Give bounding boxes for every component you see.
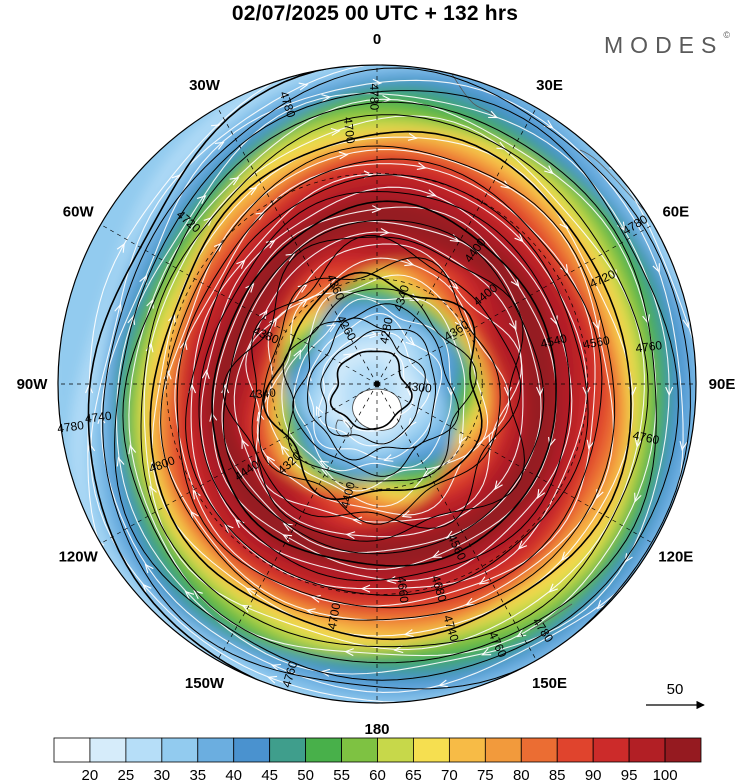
contour-label: 4760 xyxy=(632,428,661,447)
contour-label: 4740 xyxy=(84,409,113,426)
colorbar-swatch xyxy=(53,737,91,763)
colorbar-swatch xyxy=(556,737,594,763)
colorbar-swatch xyxy=(89,737,127,763)
colorbar-tick-label: 45 xyxy=(261,767,278,782)
longitude-label: 180 xyxy=(364,721,389,738)
wind-speed-field xyxy=(58,65,696,703)
brand-name: MODES xyxy=(604,32,724,58)
contour-label: 4540 xyxy=(539,331,569,351)
contour-label: 4300 xyxy=(404,379,432,396)
contour-label: 4780 xyxy=(367,83,381,110)
contour-label: 4700 xyxy=(341,116,358,144)
contour-label: 4760 xyxy=(635,338,664,355)
colorbar-tick-label: 85 xyxy=(549,767,566,782)
colorbar-swatch xyxy=(377,737,414,763)
longitude-labels: 0 30E 60E 90E 120E 150E 180 150W 120W 90W 60W 30W xyxy=(17,31,736,738)
colorbar-swatch xyxy=(592,737,630,763)
colorbar-swatch xyxy=(197,737,235,763)
contour-label: 4340 xyxy=(249,385,277,401)
longitude-label: 150W xyxy=(185,675,225,692)
colorbar-tick-label: 80 xyxy=(513,767,530,782)
colorbar-swatch xyxy=(448,737,486,763)
map-boundary xyxy=(57,64,697,704)
colorbar-swatch xyxy=(125,737,163,763)
colorbar-swatch xyxy=(628,737,666,763)
colorbar-swatch xyxy=(233,737,271,763)
colorbar-tick-label: 70 xyxy=(441,767,458,782)
colorbar-tick-label: 75 xyxy=(477,767,494,782)
wind-reference-vector: 50 xyxy=(646,681,705,710)
colorbar-swatch xyxy=(413,737,450,763)
south-pole-marker xyxy=(374,381,380,387)
brand-mark: © xyxy=(723,30,730,40)
colorbar-tick-label: 55 xyxy=(333,767,350,782)
colorbar-swatch xyxy=(269,737,307,763)
colorbar-tick-label: 100 xyxy=(653,767,678,782)
colorbar-swatch xyxy=(664,737,702,763)
longitude-label: 120W xyxy=(59,549,99,566)
contour-label: 4400 xyxy=(338,480,358,510)
contour-label: 4560 xyxy=(582,333,611,352)
wind-reference-label: 50 xyxy=(667,681,684,698)
colorbar-tick-label: 35 xyxy=(189,767,206,782)
contour-label: 4780 xyxy=(56,418,85,436)
graticule xyxy=(58,65,696,703)
colorbar-tick-label: 20 xyxy=(82,767,99,782)
longitude-label: 120E xyxy=(658,549,693,566)
longitude-label: 60W xyxy=(63,204,95,221)
colorbar-swatch xyxy=(484,737,522,763)
colorbar-tick-label: 40 xyxy=(225,767,242,782)
longitude-label: 150E xyxy=(532,675,567,692)
colorbar-swatch xyxy=(305,737,342,763)
page-title: 02/07/2025 00 UTC + 132 hrs xyxy=(231,2,519,25)
brand-logo: MODES© xyxy=(604,30,730,59)
longitude-label: 60E xyxy=(662,204,689,221)
colorbar-tick-label: 95 xyxy=(621,767,638,782)
colorbar-tick-label: 65 xyxy=(405,767,422,782)
height-contours xyxy=(87,65,696,703)
colorbar-tick-label: 30 xyxy=(153,767,170,782)
contour-label: 4660 xyxy=(394,576,411,605)
colorbar: 20 25 30 35 40 45 50 55 60 65 70 75 80 85 90 95 100 xyxy=(53,737,702,782)
colorbar-tick-label: 90 xyxy=(585,767,602,782)
longitude-label: 90E xyxy=(709,376,736,393)
colorbar-tick-label: 25 xyxy=(118,767,135,782)
contour-label: 4280 xyxy=(377,316,396,345)
colorbar-swatch xyxy=(520,737,558,763)
colorbar-tick-label: 60 xyxy=(369,767,386,782)
longitude-label: 30W xyxy=(189,77,221,94)
longitude-label: 30E xyxy=(536,77,563,94)
longitude-label: 0 xyxy=(373,31,381,48)
contour-label: 4700 xyxy=(325,601,344,630)
colorbar-swatch xyxy=(161,737,199,763)
longitude-label: 90W xyxy=(17,376,49,393)
colorbar-tick-label: 50 xyxy=(297,767,314,782)
colorbar-swatch xyxy=(341,737,378,763)
